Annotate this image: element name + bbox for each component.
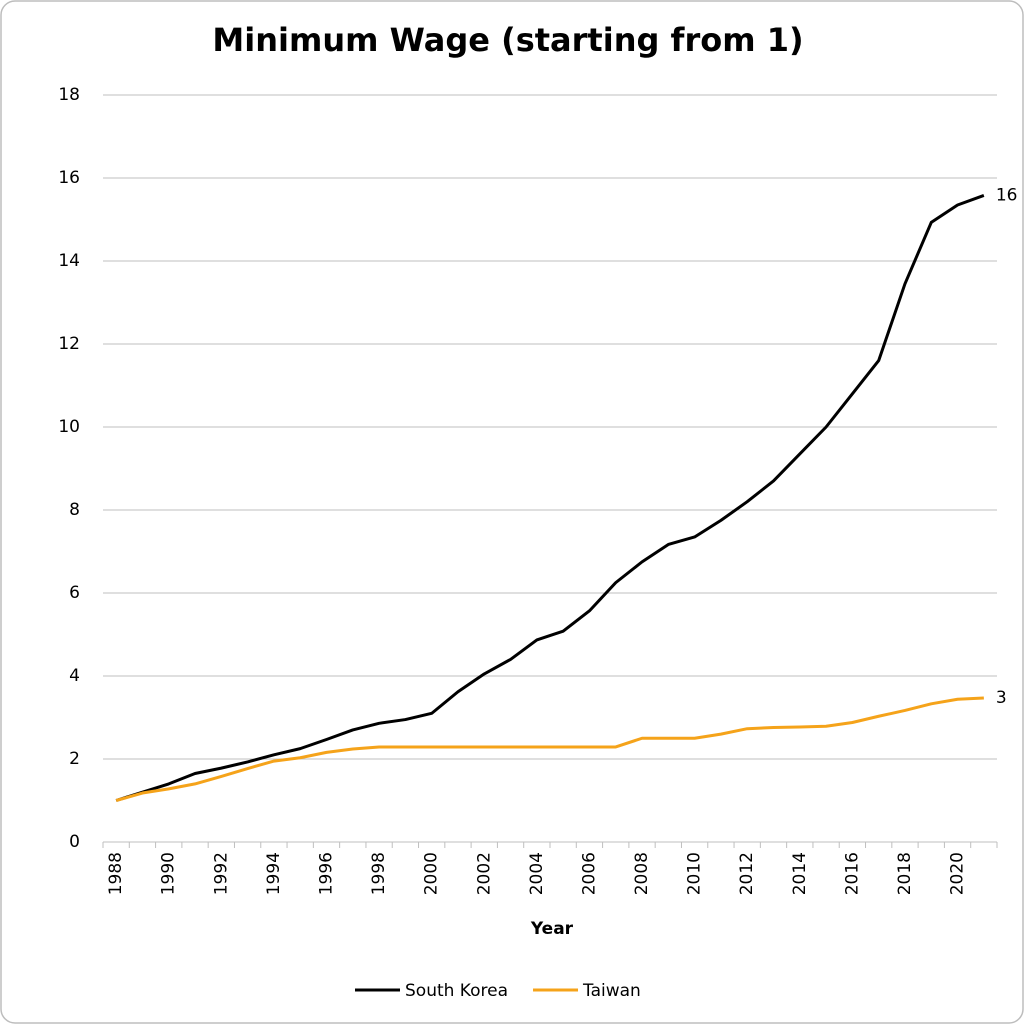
y-tick-label: 12 bbox=[58, 334, 80, 354]
x-tick-label: 2016 bbox=[842, 852, 862, 895]
x-tick-label: 2004 bbox=[527, 852, 547, 895]
x-tick-label: 2008 bbox=[632, 852, 652, 895]
y-tick-label: 18 bbox=[58, 85, 80, 105]
x-tick-label: 2012 bbox=[737, 852, 757, 895]
x-axis-title: Year bbox=[530, 919, 574, 939]
x-tick-label: 2010 bbox=[685, 852, 705, 895]
y-tick-label: 8 bbox=[69, 500, 80, 520]
y-tick-label: 16 bbox=[58, 168, 80, 188]
y-tick-label: 2 bbox=[69, 749, 80, 769]
x-tick-label: 2002 bbox=[474, 852, 494, 895]
x-tick-label: 1992 bbox=[211, 852, 231, 895]
x-tick-label: 2018 bbox=[895, 852, 915, 895]
x-tick-label: 1998 bbox=[369, 852, 389, 895]
line-series bbox=[115, 696, 984, 802]
chart-title: Minimum Wage (starting from 1) bbox=[212, 21, 803, 59]
x-tick-label: 2006 bbox=[579, 852, 599, 895]
x-tick-label: 1994 bbox=[264, 852, 284, 895]
x-tick-label: 2000 bbox=[422, 852, 442, 895]
end-label: 16 bbox=[996, 185, 1018, 205]
end-label: 3 bbox=[996, 688, 1007, 708]
legend-label: South Korea bbox=[405, 981, 508, 1001]
x-tick-label: 1990 bbox=[159, 852, 179, 895]
legend-label: Taiwan bbox=[582, 981, 641, 1001]
line-series bbox=[115, 194, 985, 802]
y-tick-label: 4 bbox=[69, 666, 80, 686]
x-tick-label: 2020 bbox=[948, 852, 968, 895]
x-tick-label: 1996 bbox=[317, 852, 337, 895]
y-tick-label: 6 bbox=[69, 583, 80, 603]
y-tick-label: 0 bbox=[69, 832, 80, 852]
y-tick-label: 14 bbox=[58, 251, 80, 271]
x-tick-label: 2014 bbox=[790, 852, 810, 895]
y-tick-label: 10 bbox=[58, 417, 80, 437]
x-tick-label: 1988 bbox=[106, 852, 126, 895]
